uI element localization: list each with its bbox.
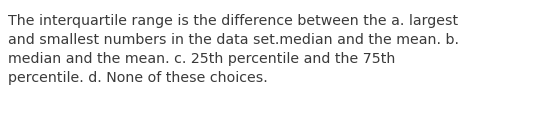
- Text: The interquartile range is the difference between the a. largest
and smallest nu: The interquartile range is the differenc…: [8, 14, 459, 85]
